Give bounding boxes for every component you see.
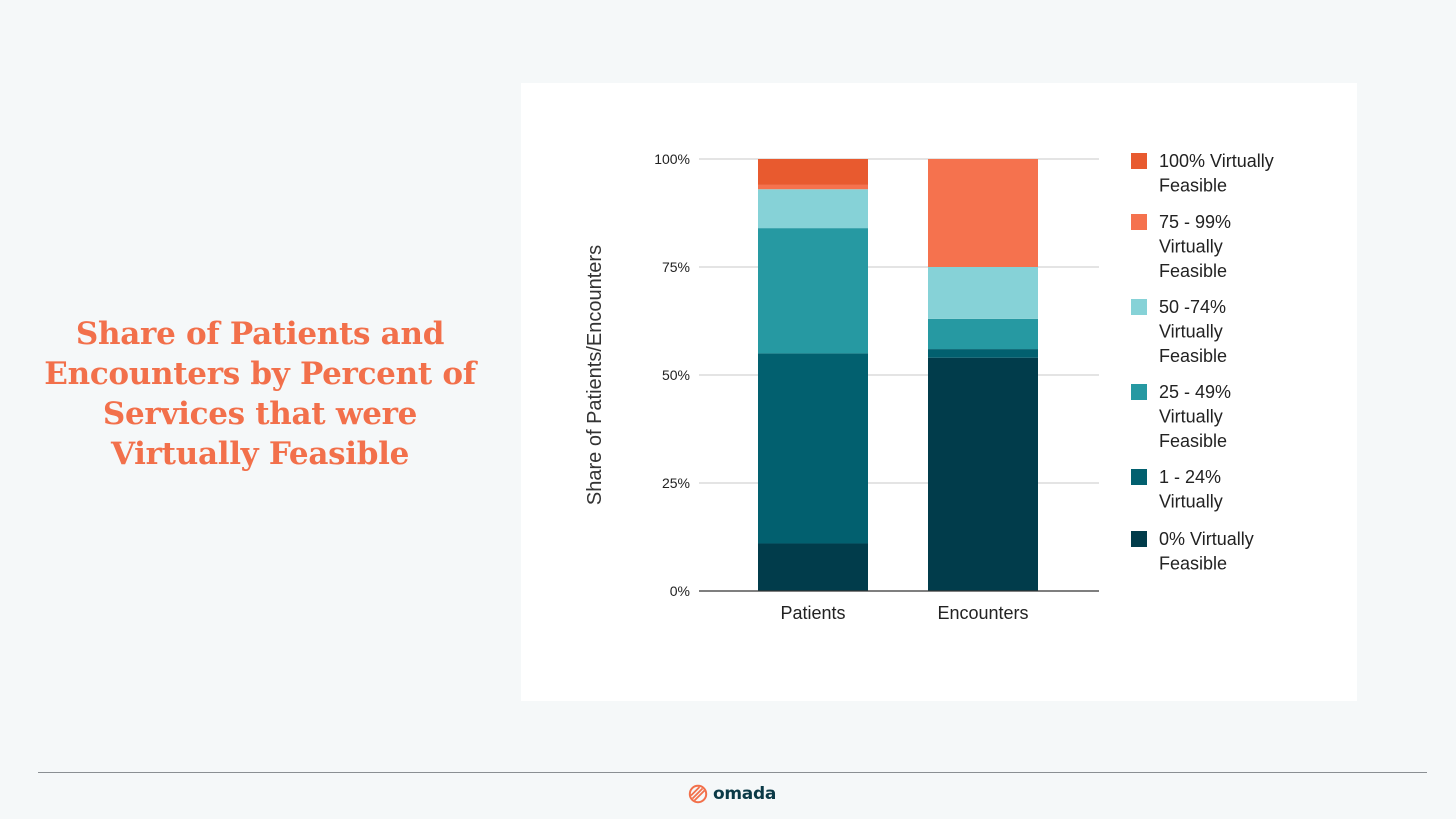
legend-swatch: [1131, 469, 1147, 485]
x-tick-label: Encounters: [937, 603, 1028, 623]
bar-segment: [928, 267, 1038, 319]
bar-segment: [758, 184, 868, 190]
bar-segment: [928, 349, 1038, 358]
x-tick-label: Patients: [780, 603, 845, 623]
legend-swatch: [1131, 531, 1147, 547]
legend-swatch: [1131, 384, 1147, 400]
legend-swatch: [1131, 153, 1147, 169]
legend-label: 100% Virtually Feasible: [1159, 151, 1274, 196]
bar-segment: [928, 357, 1038, 591]
bar-segment: [758, 543, 868, 591]
legend-label: 50 -74% Virtually Feasible: [1159, 297, 1227, 366]
bar-segment: [758, 353, 868, 544]
omada-logo-icon: [688, 784, 708, 804]
bar-segment: [758, 228, 868, 354]
y-tick-label: 50%: [662, 367, 690, 383]
legend-label: 0% Virtually Feasible: [1159, 529, 1254, 574]
bar-segment: [928, 318, 1038, 350]
bar-segment: [928, 159, 1038, 267]
omada-wordmark: omada: [713, 784, 777, 804]
legend-swatch: [1131, 214, 1147, 230]
chart-panel: 0% 25% 50% 75% 100% Share of Patients/Encount…: [521, 83, 1357, 701]
bar-segment: [758, 189, 868, 229]
slide-title: Share of Patients and Encounters by Perc…: [44, 316, 476, 472]
y-tick-label: 25%: [662, 475, 690, 491]
legend-label: 1 - 24% Virtually: [1159, 467, 1223, 512]
legend-label: 25 - 49% Virtually Feasible: [1159, 382, 1231, 451]
legend-swatch: [1131, 299, 1147, 315]
stacked-bar-chart: 0% 25% 50% 75% 100% Share of Patients/Encount…: [584, 151, 1274, 623]
y-tick-label: 100%: [654, 151, 690, 167]
y-tick-label: 75%: [662, 259, 690, 275]
legend-label: 75 - 99% Virtually Feasible: [1159, 212, 1231, 281]
bar-segment: [758, 159, 868, 185]
y-axis-label: Share of Patients/Encounters: [584, 245, 606, 505]
omada-logo: omada: [688, 783, 776, 805]
footer-divider: [38, 772, 1427, 773]
y-tick-label: 0%: [670, 583, 690, 599]
